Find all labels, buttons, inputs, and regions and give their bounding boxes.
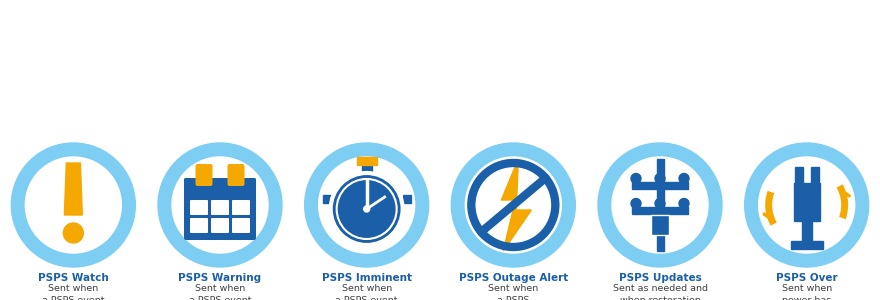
Text: PSPS Imminent: PSPS Imminent [322,273,412,283]
Circle shape [744,143,869,267]
Circle shape [319,157,414,253]
FancyBboxPatch shape [116,198,177,212]
Text: Sent when
power has
been restored.: Sent when power has been restored. [772,284,841,300]
Circle shape [655,199,665,208]
FancyBboxPatch shape [263,198,324,212]
Polygon shape [632,206,688,214]
Circle shape [598,143,722,267]
FancyBboxPatch shape [184,178,256,240]
FancyBboxPatch shape [410,193,470,217]
Circle shape [304,143,429,267]
Text: PSPS Warning: PSPS Warning [179,273,261,283]
Text: Sent when
a PSPS event
is likely.: Sent when a PSPS event is likely. [188,284,252,300]
FancyBboxPatch shape [703,193,764,217]
Polygon shape [64,163,83,215]
Circle shape [679,173,689,184]
Polygon shape [356,157,377,165]
Circle shape [451,143,576,267]
Circle shape [759,157,854,253]
FancyBboxPatch shape [410,198,470,212]
FancyBboxPatch shape [651,215,669,235]
FancyBboxPatch shape [556,193,617,217]
Circle shape [631,173,641,184]
FancyBboxPatch shape [190,200,208,215]
FancyBboxPatch shape [232,218,250,233]
Polygon shape [802,221,811,243]
Polygon shape [632,182,688,188]
Circle shape [172,157,268,253]
FancyBboxPatch shape [184,178,256,196]
FancyBboxPatch shape [195,164,212,186]
FancyBboxPatch shape [190,218,208,233]
Polygon shape [403,195,411,203]
Polygon shape [790,241,823,249]
Text: PSPS Updates: PSPS Updates [619,273,701,283]
Polygon shape [656,159,664,251]
Circle shape [612,157,708,253]
Polygon shape [323,195,331,203]
Text: Sent when
a PSPS
outage begins.: Sent when a PSPS outage begins. [478,284,549,300]
Circle shape [26,157,121,253]
Circle shape [11,143,136,267]
FancyBboxPatch shape [703,198,764,212]
Circle shape [158,143,282,267]
FancyBboxPatch shape [232,200,250,215]
Polygon shape [795,167,803,183]
Text: Sent when
a PSPS event
is possible.: Sent when a PSPS event is possible. [42,284,105,300]
Text: Sent when
a PSPS event
is imminent.: Sent when a PSPS event is imminent. [335,284,398,300]
Polygon shape [794,183,819,221]
Polygon shape [810,167,818,183]
Circle shape [655,173,665,184]
Text: PSPS Watch: PSPS Watch [38,273,109,283]
Circle shape [63,223,84,243]
FancyBboxPatch shape [556,198,617,212]
Text: PSPS Outage Alert: PSPS Outage Alert [458,273,568,283]
FancyBboxPatch shape [211,218,229,233]
Polygon shape [502,159,532,251]
Circle shape [363,206,370,212]
Circle shape [631,199,641,208]
Text: PSPS Over: PSPS Over [776,273,838,283]
FancyBboxPatch shape [228,164,245,186]
Circle shape [331,173,403,245]
FancyBboxPatch shape [211,200,229,215]
FancyBboxPatch shape [263,193,324,217]
Circle shape [466,157,561,253]
Text: Sent as needed and
when restoration
work begins.: Sent as needed and when restoration work… [612,284,708,300]
Circle shape [679,199,689,208]
Polygon shape [362,163,371,175]
FancyBboxPatch shape [116,193,177,217]
